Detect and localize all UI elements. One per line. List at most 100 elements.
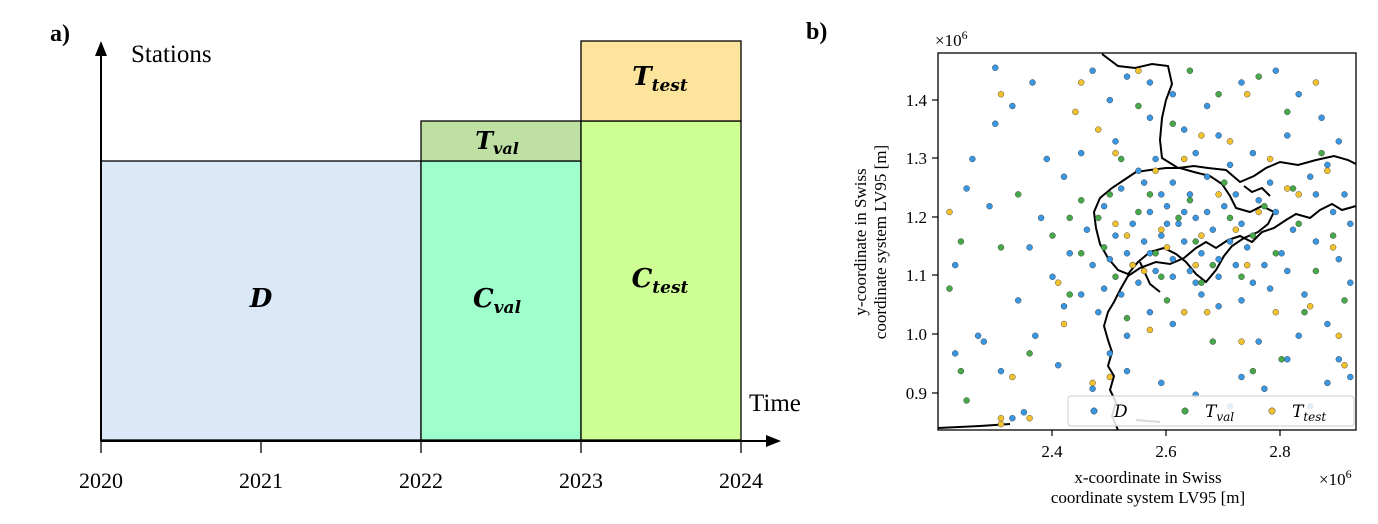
station-point-d: [1140, 238, 1148, 245]
station-point-d: [1106, 96, 1114, 104]
station-point-d: [1169, 256, 1177, 263]
station-point-t-val: [1152, 250, 1159, 257]
y-axis-arrow: [95, 41, 107, 56]
region-t-val: [420, 120, 582, 162]
station-point-d: [1203, 208, 1211, 216]
station-point-t-val: [1066, 291, 1073, 298]
station-point-d: [1106, 350, 1114, 357]
station-point-t-test: [1198, 232, 1205, 239]
b-y-label-line1: y-coordinate in Swiss: [851, 168, 870, 315]
station-point-t-test: [1060, 320, 1068, 328]
station-point-t-val: [1238, 273, 1245, 280]
station-point-d: [1284, 356, 1291, 363]
station-point-d: [1123, 367, 1131, 375]
station-point-t-val: [997, 244, 1005, 251]
station-point-d: [1152, 267, 1159, 275]
region-c-test-label: Ctest: [632, 264, 689, 298]
station-point-d: [1347, 373, 1354, 381]
station-point-t-val: [1312, 267, 1320, 275]
station-point-d: [992, 120, 999, 127]
station-point-d: [963, 185, 970, 192]
station-point-d: [1324, 161, 1331, 169]
station-point-d: [1272, 67, 1280, 74]
station-point-t-val: [1341, 297, 1348, 304]
x-tick-label-2021: 2021: [239, 468, 283, 493]
station-point-t-test: [1226, 138, 1234, 145]
station-point-t-test: [1026, 415, 1033, 422]
b-y-label-line2: coordinate system LV95 [m]: [871, 145, 890, 339]
x-tick-label-2023: 2023: [559, 468, 603, 493]
station-point-t-val: [1112, 273, 1119, 280]
station-point-t-val: [1192, 238, 1199, 245]
station-point-d: [1306, 173, 1314, 180]
station-point-d: [1278, 250, 1285, 257]
station-point-d: [1158, 379, 1165, 387]
station-point-t-test: [1072, 108, 1079, 116]
station-point-t-val: [1077, 250, 1085, 257]
station-point-d: [1266, 179, 1274, 186]
station-point-t-test: [1123, 232, 1131, 239]
station-point-d: [1037, 214, 1045, 222]
station-point-t-val: [1215, 90, 1222, 98]
station-point-t-test: [1198, 132, 1205, 139]
station-point-d: [1123, 73, 1131, 80]
legend-marker-t-val: [1181, 407, 1189, 415]
legend-t-val-subscript: val: [1216, 410, 1234, 424]
station-point-d: [1146, 250, 1154, 257]
station-point-d: [1169, 179, 1177, 186]
station-point-d: [1324, 379, 1331, 387]
station-point-d: [1123, 250, 1131, 257]
region-t-val-symbol: T: [475, 126, 495, 155]
legend-label-t-test: Ttest: [1292, 402, 1326, 424]
b-y-tick-label-1.1: 1.1: [906, 266, 927, 285]
region-c-val-symbol: C: [473, 284, 494, 314]
station-point-d: [1175, 220, 1182, 228]
legend-d-symbol: D: [1113, 402, 1128, 422]
station-point-d: [1301, 291, 1308, 298]
station-point-t-test: [1284, 185, 1291, 192]
station-point-d: [1060, 303, 1068, 310]
station-point-d: [1100, 202, 1108, 210]
station-point-t-val: [1329, 232, 1337, 239]
station-point-d: [1135, 167, 1142, 175]
station-point-d: [1029, 79, 1036, 86]
station-point-d: [1123, 332, 1131, 339]
y-scale-exponent: 6: [962, 28, 968, 42]
region-t-test-symbol: T: [632, 62, 653, 92]
station-point-t-val: [1284, 108, 1291, 116]
station-point-d: [1203, 173, 1211, 180]
station-point-d: [1284, 132, 1291, 139]
scatter-points: [946, 64, 1354, 428]
station-point-d: [1215, 256, 1222, 263]
region-c-val-label: Cval: [473, 284, 522, 318]
station-point-t-val: [1209, 338, 1217, 345]
station-point-d: [997, 367, 1005, 375]
region-t-val-subscript: val: [493, 139, 519, 158]
x-scale-label: ×106: [1319, 467, 1352, 489]
region-c-test-symbol: C: [632, 264, 653, 294]
station-point-d: [1238, 79, 1245, 86]
station-point-d: [1261, 385, 1268, 392]
y-scale-label: ×106: [935, 28, 968, 50]
station-point-t-test: [1324, 167, 1331, 175]
station-point-d: [986, 202, 993, 210]
station-point-d: [1312, 238, 1320, 245]
station-point-t-val: [1318, 149, 1325, 157]
station-point-t-val: [1249, 232, 1257, 239]
station-point-d: [1226, 161, 1234, 169]
station-point-t-val: [1015, 191, 1022, 198]
legend-t-val-symbol: T: [1205, 402, 1218, 422]
station-point-d: [1054, 362, 1062, 369]
station-point-d: [1284, 267, 1291, 275]
station-point-t-test: [1243, 90, 1251, 98]
station-point-d: [1066, 250, 1073, 257]
station-point-d: [1221, 202, 1228, 210]
station-point-t-test: [1146, 326, 1154, 334]
b-y-tick-label-1.3: 1.3: [906, 149, 927, 168]
station-point-t-val: [1301, 309, 1308, 316]
station-point-d: [1289, 226, 1297, 233]
legend-box: [1067, 395, 1355, 427]
station-point-d: [1089, 67, 1096, 74]
station-point-d: [980, 338, 987, 345]
station-point-d: [1232, 261, 1240, 269]
